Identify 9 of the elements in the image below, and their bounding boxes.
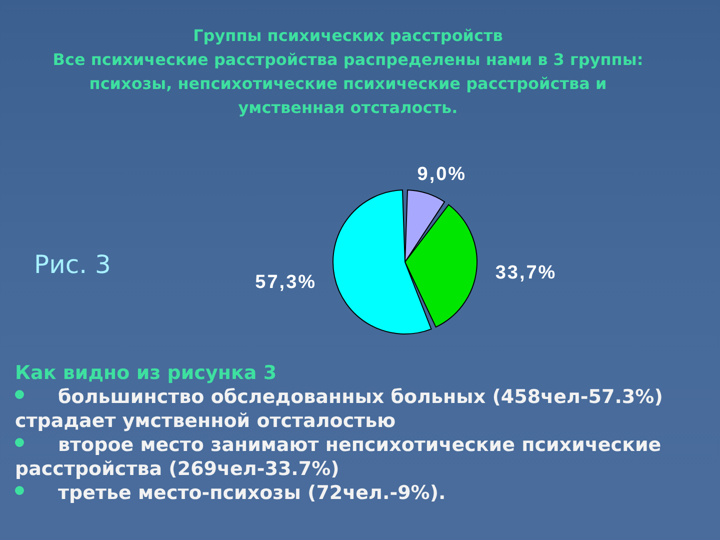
data-label: 9,0% bbox=[417, 164, 467, 185]
text: третье место-психозы (72чел.-9%). bbox=[58, 482, 446, 504]
data-label: 57,3% bbox=[255, 272, 317, 293]
chart-subtitle: Все психические расстройства распределены нами в 3 группы: психозы, непсихотические психические расстройства и умственная отсталость. bbox=[52, 49, 644, 119]
data-label: 33,7% bbox=[495, 262, 557, 284]
chart-title: Группы психических расстройств bbox=[192, 25, 504, 47]
text: второе место занимают непсихотические психические расстройства (269чел-33.7%) bbox=[15, 434, 662, 480]
text: Рис. 3 bbox=[34, 250, 111, 279]
text: Как видно из рисунка 3 bbox=[15, 361, 278, 385]
